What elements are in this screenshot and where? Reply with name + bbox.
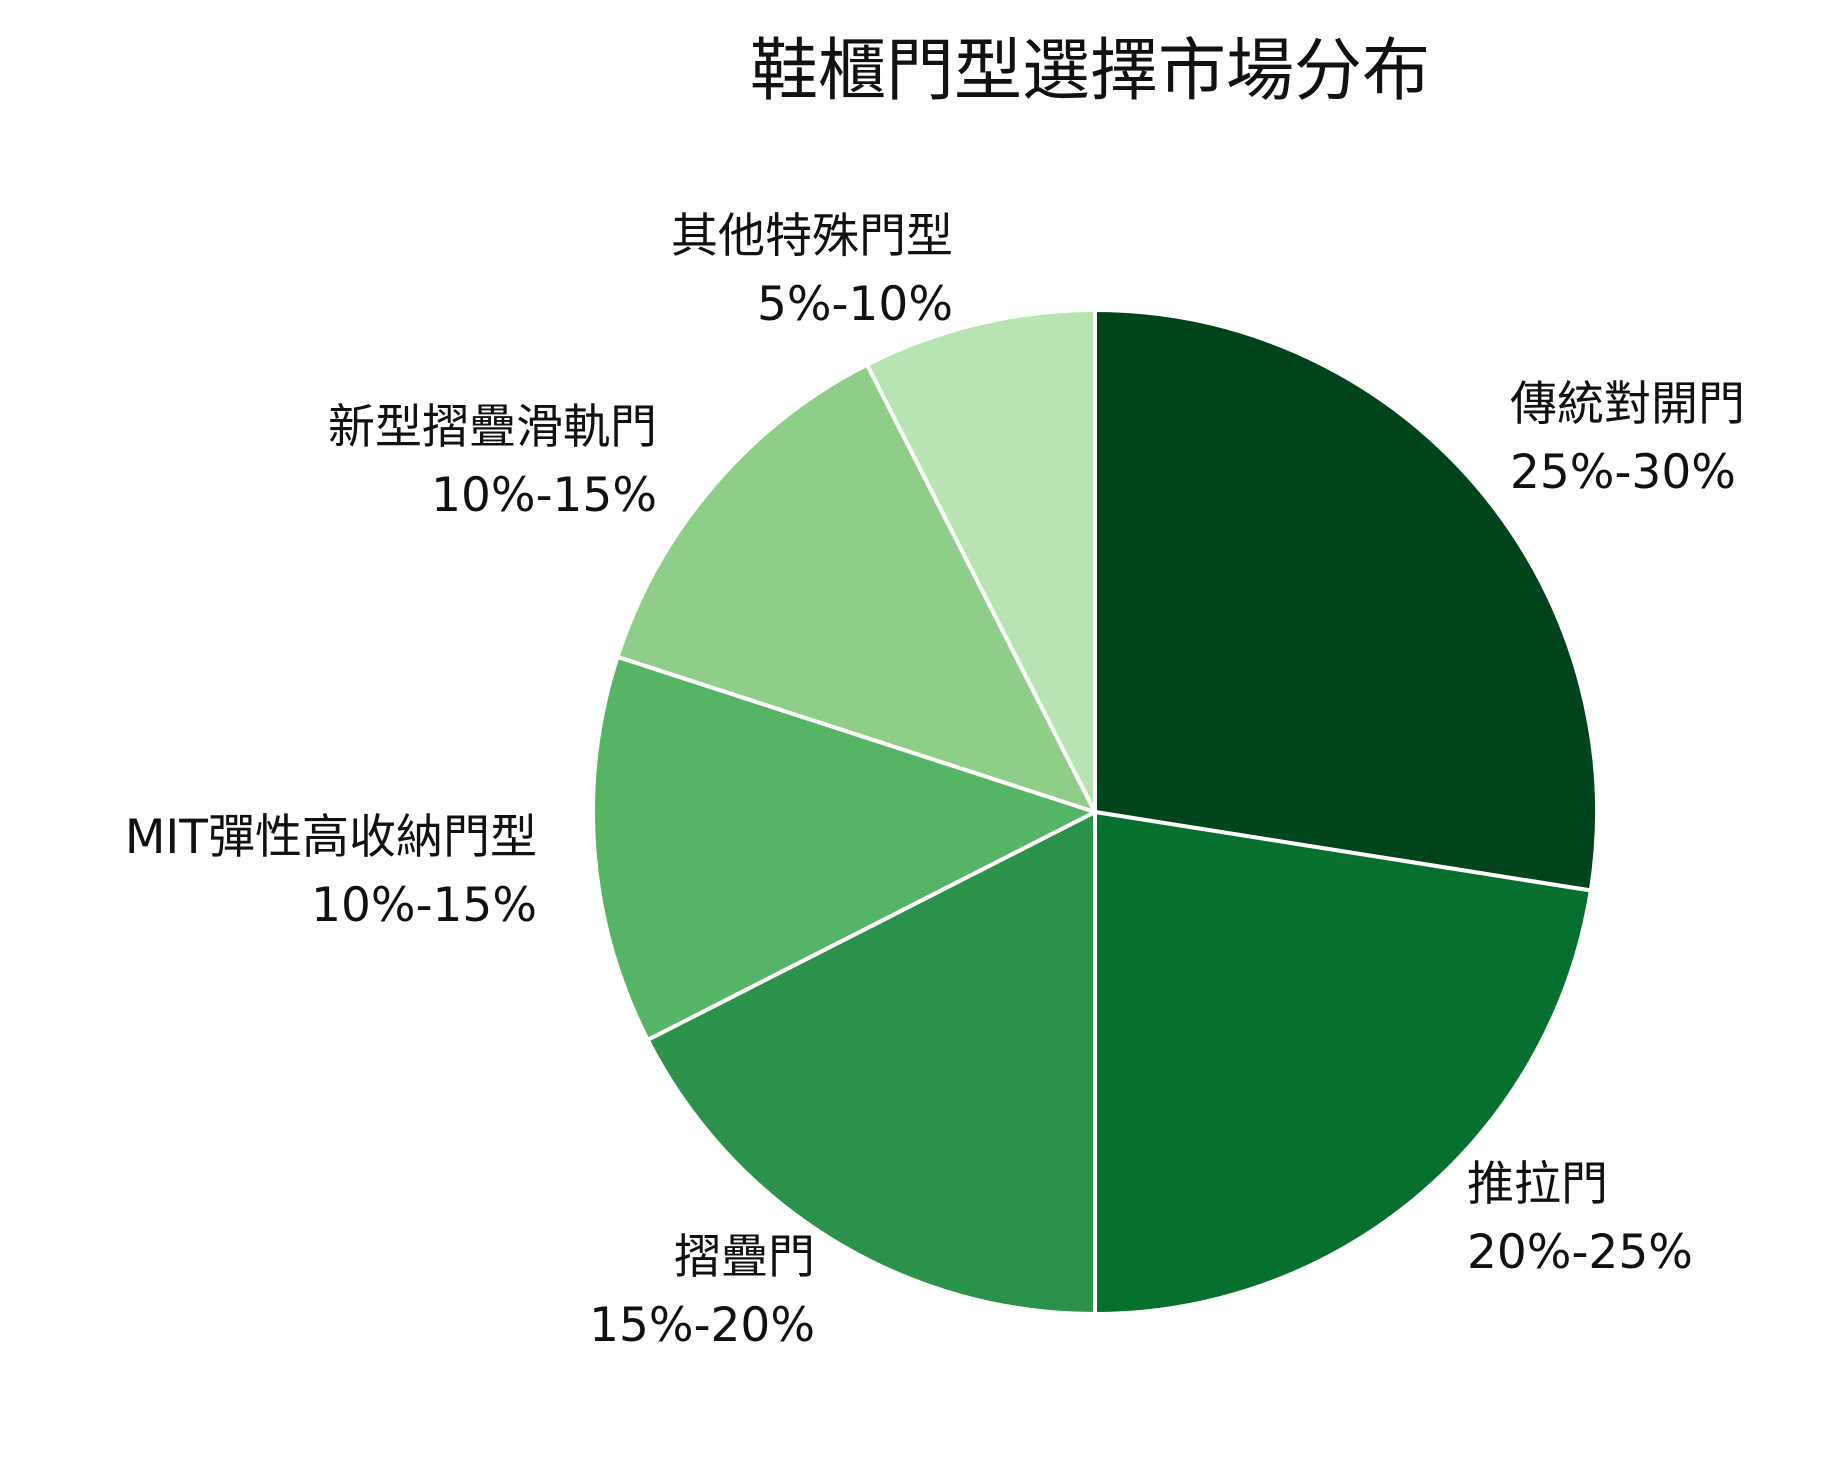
slice-label-name: 其他特殊門型 (671, 209, 953, 264)
pie-slice (591, 654, 1097, 1042)
slice-label-name: 傳統對開門 (1510, 377, 1745, 432)
slice-label-range: 5%-10% (757, 277, 953, 332)
slice-label-range: 15%-20% (589, 1298, 815, 1353)
slice-label-name: 新型摺疊滑軌門 (328, 400, 657, 455)
pie-slice (1093, 810, 1593, 1316)
slice-label-range: 10%-15% (431, 468, 657, 523)
slice-labels: 傳統對開門 25%-30% 推拉門 20%-25% 摺疊門 15%-20% MIT彈性高收納… (125, 209, 1745, 1353)
slice-label-range: 10%-15% (311, 878, 537, 933)
pie-slice (615, 362, 1097, 814)
pie-slice (645, 810, 1097, 1316)
slice-label-name: 推拉門 (1467, 1157, 1608, 1212)
slice-label-range: 20%-25% (1467, 1225, 1693, 1280)
chart-title: 鞋櫃門型選擇市場分布 (750, 32, 1430, 111)
pie-slice (865, 308, 1097, 814)
pie-slice (1093, 308, 1599, 893)
slice-label-name: 摺疊門 (674, 1230, 815, 1285)
pie-slices (591, 308, 1599, 1316)
slice-label-range: 25%-30% (1510, 445, 1736, 500)
slice-label-name: MIT彈性高收納門型 (125, 810, 537, 865)
